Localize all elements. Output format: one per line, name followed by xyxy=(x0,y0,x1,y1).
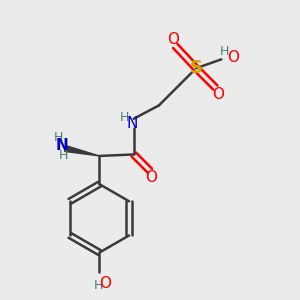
Text: H: H xyxy=(59,148,68,162)
Polygon shape xyxy=(65,146,100,156)
Text: N: N xyxy=(127,116,138,131)
Text: O: O xyxy=(146,170,158,185)
Text: H: H xyxy=(93,279,103,292)
Text: H: H xyxy=(220,44,229,58)
Text: N: N xyxy=(55,138,68,153)
Text: H: H xyxy=(119,111,129,124)
Text: O: O xyxy=(99,276,111,291)
Text: O: O xyxy=(167,32,179,47)
Text: O: O xyxy=(212,87,224,102)
Text: O: O xyxy=(227,50,239,65)
Text: S: S xyxy=(190,59,202,77)
Text: H: H xyxy=(54,131,63,144)
